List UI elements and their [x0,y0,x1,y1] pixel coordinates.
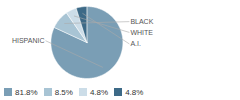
svg-text:A.I.: A.I. [130,40,141,47]
html-text:81.8%: 81.8% [15,87,38,97]
svg-text:HISPANIC: HISPANIC [12,37,45,44]
html-text:4.8%: 4.8% [89,87,109,97]
html-text:8.5%: 8.5% [54,87,73,97]
svg-text:BLACK: BLACK [130,18,153,25]
html-text:4.8%: 4.8% [125,87,144,97]
svg-text:WHITE: WHITE [130,29,153,36]
